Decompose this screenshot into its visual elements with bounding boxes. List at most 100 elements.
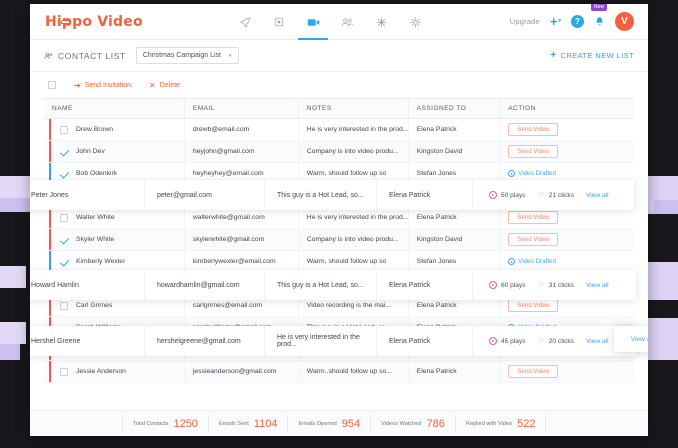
cell-assigned-to: Kingston David bbox=[407, 140, 500, 163]
send-video-button[interactable]: Send Video bbox=[508, 145, 559, 158]
table-row[interactable]: Drew Brown drewb@email.com He is very in… bbox=[44, 118, 634, 141]
plus-glyph: + bbox=[549, 14, 558, 29]
row-checkbox[interactable] bbox=[60, 367, 68, 376]
row-checkbox[interactable] bbox=[60, 213, 68, 222]
video-camera-icon[interactable] bbox=[296, 4, 330, 40]
delete-button[interactable]: ✕ Delete bbox=[149, 81, 180, 90]
contact-name: Drew Brown bbox=[76, 126, 114, 133]
contact-list-label-group: CONTACT LIST bbox=[44, 51, 126, 61]
row-status-bar bbox=[49, 119, 51, 140]
row-checkbox[interactable] bbox=[60, 257, 68, 266]
cell-action: Send Video bbox=[499, 118, 634, 141]
row-checkbox[interactable] bbox=[60, 147, 68, 156]
row-checkbox[interactable] bbox=[60, 301, 68, 310]
overlay-email-cell: howardhamlin@gmail.com bbox=[144, 270, 264, 300]
dashboard-icon[interactable] bbox=[262, 4, 296, 40]
select-all-checkbox[interactable] bbox=[48, 81, 56, 89]
bulk-action-bar: ➔ Send Invitation ✕ Delete bbox=[30, 72, 648, 98]
plays-stat: 60 plays bbox=[489, 281, 526, 289]
cursor-click-icon: ☞ bbox=[537, 336, 545, 345]
clicks-stat: ☞ 31 clicks bbox=[538, 281, 574, 289]
video-drafted-link[interactable]: Video Drafted bbox=[508, 258, 634, 265]
footer-stat-value: 954 bbox=[341, 417, 361, 430]
row-status-bar bbox=[49, 295, 51, 316]
cell-email: heyjohn@gmail.com bbox=[183, 140, 299, 163]
column-header-email: EMAIL bbox=[183, 98, 299, 119]
upgrade-link[interactable]: Upgrade bbox=[509, 17, 540, 26]
view-all-link[interactable]: View all bbox=[630, 335, 648, 343]
plays-stat: 50 plays bbox=[489, 191, 526, 199]
create-new-list-button[interactable]: + CREATE NEW LIST bbox=[550, 50, 634, 61]
send-invitation-label: Send Invitation bbox=[84, 81, 132, 89]
rocket-icon[interactable] bbox=[228, 4, 262, 40]
decorative-block bbox=[0, 266, 26, 288]
notifications-bell[interactable]: New bbox=[591, 4, 608, 32]
cell-action: Send Video bbox=[499, 140, 634, 163]
footer-stat-value: 1250 bbox=[173, 417, 198, 430]
settings-gear-icon[interactable] bbox=[398, 4, 432, 40]
row-checkbox[interactable] bbox=[60, 235, 68, 244]
view-all-link[interactable]: View all bbox=[586, 337, 609, 345]
overlay-stats-cell: 50 plays ☞ 21 clicks View all bbox=[472, 180, 634, 210]
table-row[interactable]: Skyler White skylerwhite@gmail.com Compa… bbox=[44, 228, 634, 251]
send-video-button[interactable]: Send Video bbox=[508, 123, 559, 136]
video-drafted-link[interactable]: Video Drafted bbox=[508, 170, 634, 177]
integrations-icon[interactable] bbox=[364, 4, 398, 40]
table-row[interactable]: Kimberly Wexler kimberlywexler@email.com… bbox=[44, 250, 634, 273]
row-checkbox[interactable] bbox=[60, 125, 68, 134]
row-status-bar bbox=[49, 207, 51, 228]
cell-email: walterwhite@gmail.com bbox=[183, 206, 299, 229]
overlay-assigned-cell: Elena Patrick bbox=[376, 326, 472, 356]
contact-name: Skyler White bbox=[76, 236, 115, 243]
highlighted-contact-row[interactable]: Hershel Greene hershelgreene@gmail.com H… bbox=[30, 326, 636, 356]
plays-label: 50 plays bbox=[501, 191, 526, 199]
table-row[interactable]: John Dev heyjohn@gmail.com Company is in… bbox=[44, 140, 634, 163]
column-header-action: ACTION bbox=[499, 98, 634, 119]
floating-view-all-card[interactable]: View all bbox=[614, 326, 648, 352]
add-new-button[interactable]: + ▾ bbox=[550, 15, 561, 28]
send-video-button[interactable]: Send Video bbox=[508, 211, 559, 224]
highlighted-contact-row[interactable]: Howard Hamlin howardhamlin@gmail.com Thi… bbox=[30, 270, 636, 300]
send-video-button[interactable]: Send Video bbox=[508, 233, 559, 246]
overlay-notes-cell: He is very interested in the prod... bbox=[264, 326, 376, 356]
contact-name: Bob Odenkirk bbox=[76, 170, 118, 177]
chevron-down-icon: ▾ bbox=[558, 18, 561, 24]
table-row[interactable]: Bob Odenkirk heyheyhey@email.com Warm, s… bbox=[44, 162, 634, 185]
cell-name: Carl Grimes bbox=[44, 294, 185, 317]
clicks-stat: ☞ 21 clicks bbox=[538, 191, 574, 199]
row-checkbox[interactable] bbox=[60, 169, 68, 178]
table-row[interactable]: Jessie Anderson jessieanderson@gmail.com… bbox=[44, 360, 634, 383]
decorative-block bbox=[654, 200, 678, 214]
highlighted-contact-row[interactable]: Peter Jones peter@gmail.com This guy is … bbox=[30, 180, 634, 210]
app-logo[interactable]: Hippo Video bbox=[44, 15, 143, 29]
play-icon bbox=[489, 191, 497, 199]
send-video-button[interactable]: Send Video bbox=[508, 365, 559, 378]
clicks-label: 20 clicks bbox=[548, 337, 575, 345]
top-navigation-bar: Hippo Video bbox=[30, 4, 648, 40]
cell-action: Send Video bbox=[499, 228, 634, 251]
table-row[interactable]: Carl Grimes carlgrimes@email.com Video r… bbox=[44, 294, 634, 317]
footer-stat-label: Emails Opened bbox=[298, 420, 337, 427]
app-window: Hippo Video bbox=[30, 4, 648, 436]
new-badge: New bbox=[591, 4, 608, 11]
view-all-link[interactable]: View all bbox=[586, 191, 609, 199]
campaign-list-select[interactable]: Christmas Campaign List ▾ bbox=[135, 47, 239, 64]
bell-icon bbox=[596, 16, 603, 25]
send-video-button[interactable]: Send Video bbox=[508, 299, 559, 312]
footer-stat: Videos Watched 786 bbox=[371, 414, 456, 433]
contact-name: Walter White bbox=[76, 214, 115, 221]
table-row[interactable]: Walter White walterwhite@gmail.com He is… bbox=[44, 206, 634, 229]
cell-email: skylerwhite@gmail.com bbox=[183, 228, 299, 251]
cell-assigned-to: Elena Patrick bbox=[407, 294, 500, 317]
send-arrow-icon: ➔ bbox=[74, 80, 81, 90]
contact-name: Kimberly Wexler bbox=[76, 258, 126, 265]
play-icon bbox=[508, 258, 516, 265]
view-all-link[interactable]: View all bbox=[586, 281, 609, 289]
cell-name: Skyler White bbox=[44, 228, 185, 251]
contacts-icon[interactable] bbox=[330, 4, 364, 40]
send-invitation-button[interactable]: ➔ Send Invitation bbox=[74, 81, 131, 90]
footer-stat-label: Emails Sent bbox=[218, 420, 249, 427]
help-icon[interactable]: ? bbox=[571, 15, 584, 28]
avatar[interactable]: V bbox=[615, 12, 634, 31]
